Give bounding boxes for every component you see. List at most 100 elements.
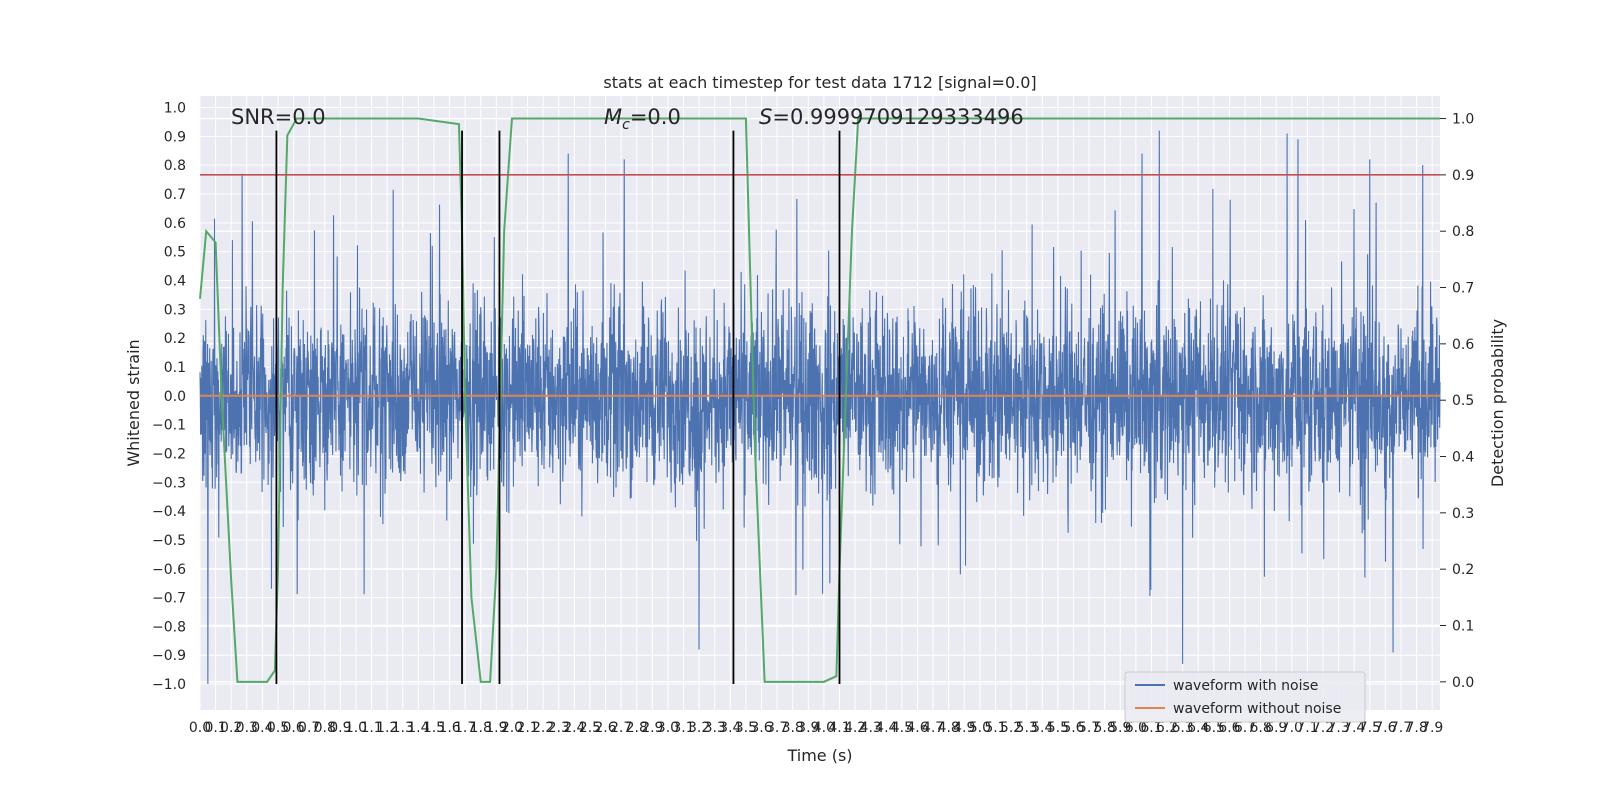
x-tick-label: 6.2 — [1156, 720, 1178, 736]
x-tick-label: 1.7 — [454, 720, 476, 736]
x-tick-label: 6.0 — [1125, 720, 1147, 736]
x-tick-label: 3.1 — [672, 720, 694, 736]
legend-box — [1124, 671, 1366, 723]
event-markers — [275, 130, 841, 685]
x-tick-label: 5.1 — [984, 720, 1006, 736]
x-tick-label: 2.3 — [548, 720, 570, 736]
x-tick-label: 5.7 — [1078, 720, 1100, 736]
x-tick-label: 4.9 — [953, 720, 975, 736]
chirp-mass-symbol: M — [604, 105, 622, 129]
x-tick-label: 1.1 — [360, 720, 382, 736]
x-tick-label: 2.1 — [516, 720, 538, 736]
x-tick-label: 3.0 — [657, 720, 679, 736]
y-axis-right-label: Detection probability — [1488, 319, 1507, 487]
x-tick-label: 7.9 — [1421, 720, 1443, 736]
y-left-tick-label: −0.2 — [152, 446, 186, 462]
x-tick-label: 2.7 — [610, 720, 632, 736]
legend: waveform with noise waveform without noi… — [1124, 671, 1366, 723]
x-tick-label: 0.8 — [314, 720, 336, 736]
x-tick-label: 1.5 — [423, 720, 445, 736]
x-tick-label: 2.4 — [563, 720, 585, 736]
y-right-tick-label: 0.2 — [1452, 562, 1474, 578]
x-tick-label: 6.3 — [1172, 720, 1194, 736]
x-tick-label: 3.3 — [704, 720, 726, 736]
y-left-tick-label: −0.8 — [152, 619, 186, 635]
x-tick-label: 7.2 — [1312, 720, 1334, 736]
x-tick-label: 7.0 — [1281, 720, 1303, 736]
x-tick-label: 1.4 — [407, 720, 429, 736]
y-axis-left-ticks: 1.0 0.9 0.8 0.7 0.6 0.5 0.4 0.3 0.2 0.1 0.0 −0.1 −0.… — [152, 101, 186, 694]
y-left-tick-label: 0.6 — [164, 216, 186, 232]
x-tick-label: 4.7 — [922, 720, 944, 736]
y-right-tick-label: 0.7 — [1452, 281, 1474, 297]
y-left-tick-label: 0.5 — [164, 245, 186, 261]
x-tick-label: 1.6 — [438, 720, 460, 736]
x-tick-label: 7.5 — [1359, 720, 1381, 736]
x-tick-label: 0.5 — [267, 720, 289, 736]
x-tick-label: 0.2 — [220, 720, 242, 736]
x-tick-label: 4.5 — [891, 720, 913, 736]
x-tick-label: 0.7 — [298, 720, 320, 736]
x-axis-label: Time (s) — [786, 746, 852, 765]
x-tick-label: 3.2 — [688, 720, 710, 736]
x-tick-label: 4.0 — [813, 720, 835, 736]
x-tick-label: 2.9 — [641, 720, 663, 736]
score-value: =0.9999709129333496 — [772, 105, 1023, 129]
x-tick-label: 5.6 — [1062, 720, 1084, 736]
y-right-tick-label: 0.5 — [1452, 393, 1474, 409]
y-right-tick-label: 0.3 — [1452, 506, 1474, 522]
x-tick-label: 2.5 — [579, 720, 601, 736]
y-right-tick-label: 0.0 — [1452, 675, 1474, 691]
chirp-mass-value: =0.0 — [630, 105, 681, 129]
y-right-tick-label: 0.8 — [1452, 224, 1474, 240]
x-tick-label: 5.0 — [969, 720, 991, 736]
x-tick-label: 5.8 — [1094, 720, 1116, 736]
x-tick-label: 3.5 — [735, 720, 757, 736]
y-right-tick-label: 1.0 — [1452, 112, 1474, 128]
y-left-tick-label: 0.1 — [164, 360, 186, 376]
x-tick-label: 1.3 — [392, 720, 414, 736]
x-tick-label: 4.1 — [828, 720, 850, 736]
y-left-tick-label: 0.3 — [164, 302, 186, 318]
x-tick-label: 4.8 — [938, 720, 960, 736]
y-right-tick-label: 0.1 — [1452, 619, 1474, 635]
y-left-tick-label: 0.2 — [164, 331, 186, 347]
chart-title: stats at each timestep for test data 171… — [603, 73, 1036, 92]
x-tick-label: 6.5 — [1203, 720, 1225, 736]
x-tick-label: 7.7 — [1390, 720, 1412, 736]
x-tick-label: 3.4 — [719, 720, 741, 736]
x-tick-label: 2.8 — [626, 720, 648, 736]
x-tick-label: 5.3 — [1016, 720, 1038, 736]
y-left-tick-label: 0.4 — [164, 273, 186, 289]
x-tick-label: 7.4 — [1343, 720, 1365, 736]
y-axis-right-ticks: 1.0 0.9 0.8 0.7 0.6 0.5 0.4 0.3 0.2 0.1 0.0 — [1440, 112, 1474, 691]
x-tick-label: 7.3 — [1327, 720, 1349, 736]
x-tick-label: 1.2 — [376, 720, 398, 736]
y-left-tick-label: 0.0 — [164, 389, 186, 405]
y-right-tick-label: 0.6 — [1452, 337, 1474, 353]
y-left-tick-label: 0.8 — [164, 158, 186, 174]
detection-probability-series — [199, 117, 1440, 683]
x-tick-label: 2.0 — [501, 720, 523, 736]
score-annotation: S=0.9999709129333496 — [759, 105, 1024, 129]
x-tick-label: 0.6 — [282, 720, 304, 736]
x-tick-label: 2.6 — [594, 720, 616, 736]
x-tick-label: 1.9 — [485, 720, 507, 736]
waveform-with-noise-series — [199, 130, 1441, 685]
y-left-tick-label: −0.4 — [152, 504, 186, 520]
x-tick-label: 6.6 — [1218, 720, 1240, 736]
y-left-tick-label: −0.1 — [152, 418, 186, 434]
y-left-tick-label: −0.5 — [152, 533, 186, 549]
x-tick-label: 1.0 — [345, 720, 367, 736]
x-tick-label: 6.7 — [1234, 720, 1256, 736]
x-tick-label: 1.8 — [470, 720, 492, 736]
x-tick-label: 0.1 — [204, 720, 226, 736]
x-tick-label: 5.9 — [1109, 720, 1131, 736]
x-tick-label: 7.6 — [1374, 720, 1396, 736]
x-tick-label: 0.0 — [189, 720, 211, 736]
x-tick-label: 3.8 — [782, 720, 804, 736]
x-axis-ticks: 0.00.10.20.30.40.50.60.70.80.91.01.11.21… — [189, 720, 1443, 736]
y-left-tick-label: 0.7 — [164, 187, 186, 203]
chirp-mass-subscript: c — [622, 117, 630, 133]
